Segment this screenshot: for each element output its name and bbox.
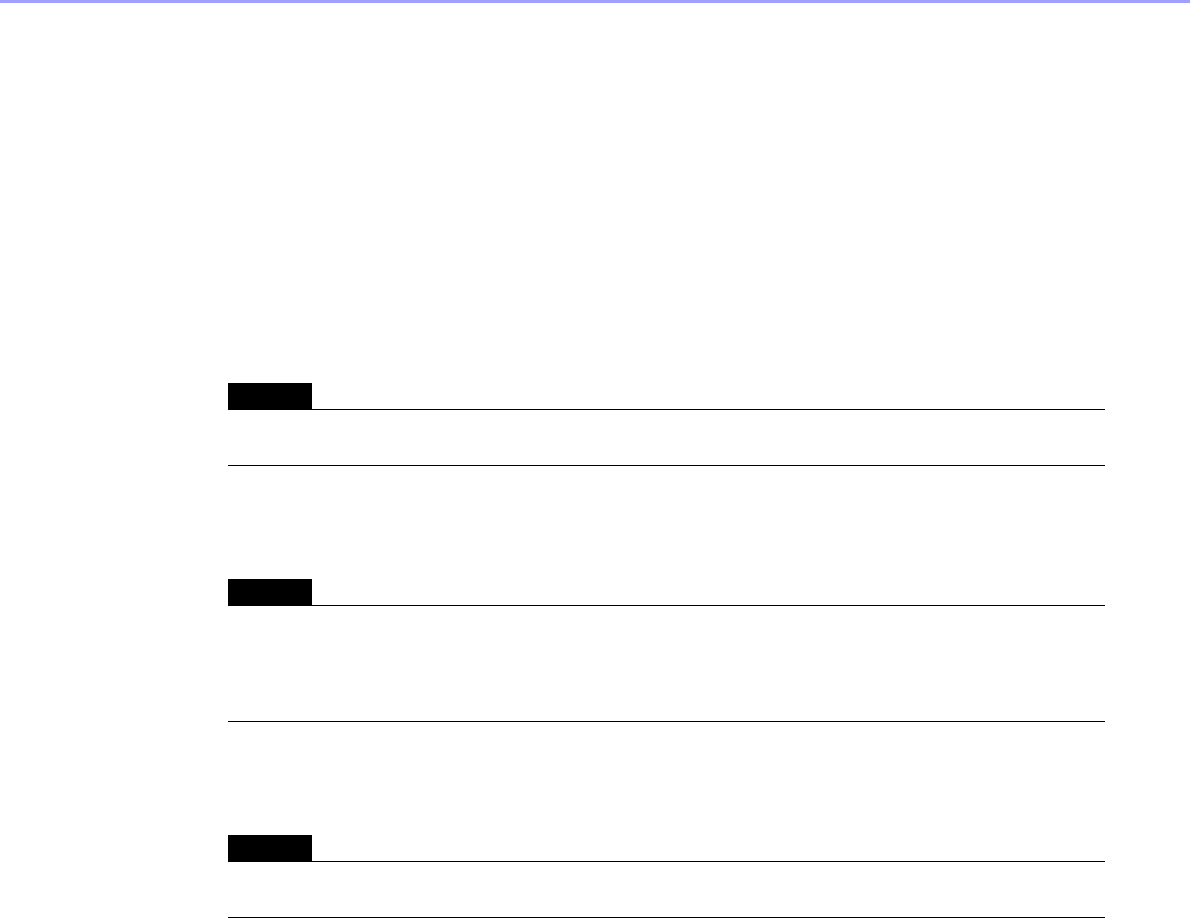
divider (228, 409, 1105, 410)
section-3 (228, 835, 1105, 918)
section-1 (228, 383, 1105, 466)
section-2 (228, 579, 1105, 722)
divider (228, 861, 1105, 862)
divider (228, 605, 1105, 606)
section-tab (228, 383, 312, 409)
divider (228, 465, 1105, 466)
section-tab (228, 835, 312, 861)
top-accent-bar (0, 0, 1190, 3)
section-tab (228, 579, 312, 605)
divider (228, 721, 1105, 722)
